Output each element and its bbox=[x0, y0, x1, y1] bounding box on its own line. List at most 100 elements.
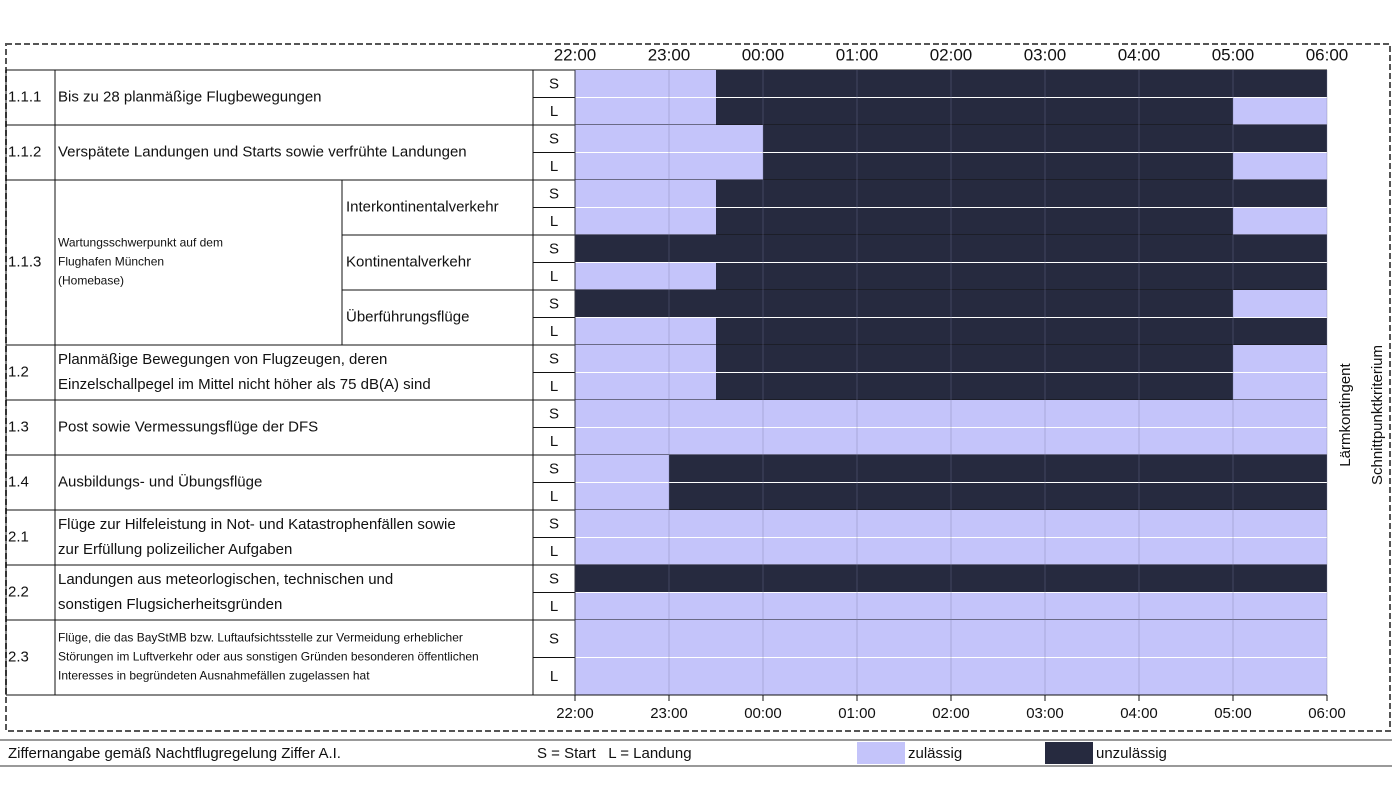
denied-bar bbox=[575, 235, 1327, 263]
row-label: Störungen im Luftverkehr oder aus sonsti… bbox=[58, 650, 479, 664]
track-name: L bbox=[550, 378, 558, 395]
x-tick-label: 02:00 bbox=[932, 705, 970, 722]
sub-label: Interkontinentalverkehr bbox=[346, 198, 499, 215]
denied-bar bbox=[716, 97, 1233, 125]
row-label: Einzelschallpegel im Mittel nicht höher … bbox=[58, 376, 431, 393]
x-tick-label: 22:00 bbox=[556, 705, 594, 722]
legend-label: zulässig bbox=[908, 745, 962, 762]
x-tick-label: 22:00 bbox=[554, 45, 597, 64]
row-code: 1.2 bbox=[8, 363, 29, 380]
x-tick-label: 00:00 bbox=[744, 705, 782, 722]
denied-bar bbox=[575, 565, 1327, 593]
row-label: Bis zu 28 planmäßige Flugbewegungen bbox=[58, 88, 322, 105]
track-name: L bbox=[550, 433, 558, 450]
row-label: Ausbildungs- und Übungsflüge bbox=[58, 472, 262, 490]
row-code: 1.4 bbox=[8, 473, 29, 490]
allowed-band bbox=[575, 592, 1327, 620]
denied-bar bbox=[763, 152, 1233, 180]
track-name: L bbox=[550, 488, 558, 505]
x-tick-label: 03:00 bbox=[1024, 45, 1067, 64]
track-name: L bbox=[550, 103, 558, 120]
row-label: Flughafen München bbox=[58, 255, 164, 269]
legend-label: unzulässig bbox=[1096, 745, 1167, 762]
track-name: L bbox=[550, 543, 558, 560]
x-tick-label: 06:00 bbox=[1306, 45, 1349, 64]
row-label: Flüge, die das BayStMB bzw. Luftaufsicht… bbox=[58, 631, 463, 645]
denied-bar bbox=[716, 180, 1327, 208]
x-tick-label: 04:00 bbox=[1120, 705, 1158, 722]
denied-bar bbox=[716, 372, 1233, 400]
track-name: L bbox=[550, 213, 558, 230]
row-label: Interesses in begründeten Ausnahmefällen… bbox=[58, 669, 370, 683]
track-name: S bbox=[549, 631, 559, 648]
x-tick-label: 01:00 bbox=[838, 705, 876, 722]
x-tick-label: 23:00 bbox=[648, 45, 691, 64]
track-name: L bbox=[550, 268, 558, 285]
track-name: L bbox=[550, 598, 558, 615]
allowed-band bbox=[575, 427, 1327, 455]
denied-bar bbox=[716, 317, 1327, 345]
x-tick-label: 02:00 bbox=[930, 45, 973, 64]
legend-swatch bbox=[1045, 742, 1093, 764]
row-code: 2.2 bbox=[8, 583, 29, 600]
row-label: Flüge zur Hilfeleistung in Not- und Kata… bbox=[58, 516, 456, 533]
track-name: S bbox=[549, 406, 559, 423]
footer-note: Ziffernangabe gemäß Nachtflugregelung Zi… bbox=[8, 745, 341, 762]
track-name: S bbox=[549, 296, 559, 313]
row-code: 1.3 bbox=[8, 418, 29, 435]
track-name: S bbox=[549, 241, 559, 258]
legend-key: S = Start L = Landung bbox=[537, 745, 692, 762]
x-tick-label: 05:00 bbox=[1214, 705, 1252, 722]
allowed-band bbox=[575, 657, 1327, 695]
row-label: zur Erfüllung polizeilicher Aufgaben bbox=[58, 541, 292, 558]
denied-bar bbox=[669, 455, 1327, 483]
sub-label: Überführungsflüge bbox=[346, 307, 469, 325]
x-tick-label: 03:00 bbox=[1026, 705, 1064, 722]
side-label: Schnittpunktkriterium bbox=[1369, 345, 1386, 485]
denied-bar bbox=[575, 290, 1233, 318]
allowed-band bbox=[575, 620, 1327, 658]
allowed-band bbox=[575, 400, 1327, 428]
track-name: S bbox=[549, 131, 559, 148]
track-name: L bbox=[550, 158, 558, 175]
x-tick-label: 01:00 bbox=[836, 45, 879, 64]
denied-bar bbox=[669, 482, 1327, 510]
row-label: Wartungsschwerpunkt auf dem bbox=[58, 236, 223, 250]
denied-bar bbox=[716, 345, 1233, 373]
x-tick-label: 05:00 bbox=[1212, 45, 1255, 64]
sub-label: Kontinentalverkehr bbox=[346, 253, 471, 270]
row-label: Landungen aus meteorlogischen, technisch… bbox=[58, 571, 393, 588]
legend-swatch bbox=[857, 742, 905, 764]
row-code: 1.1.3 bbox=[8, 253, 41, 270]
denied-bar bbox=[716, 207, 1233, 235]
row-label: Post sowie Vermessungsflüge der DFS bbox=[58, 418, 318, 435]
track-name: S bbox=[549, 516, 559, 533]
row-label: (Homebase) bbox=[58, 274, 124, 288]
track-name: S bbox=[549, 571, 559, 588]
row-code: 1.1.1 bbox=[8, 88, 41, 105]
track-name: S bbox=[549, 76, 559, 93]
side-label: Lärmkontingent bbox=[1337, 362, 1354, 466]
denied-bar bbox=[716, 262, 1327, 290]
track-name: S bbox=[549, 351, 559, 368]
row-label: sonstigen Flugsicherheitsgründen bbox=[58, 596, 282, 613]
x-tick-label: 00:00 bbox=[742, 45, 785, 64]
allowed-band bbox=[575, 537, 1327, 565]
row-code: 2.3 bbox=[8, 648, 29, 665]
track-name: S bbox=[549, 461, 559, 478]
track-name: S bbox=[549, 186, 559, 203]
x-tick-label: 06:00 bbox=[1308, 705, 1346, 722]
track-name: L bbox=[550, 668, 558, 685]
row-code: 2.1 bbox=[8, 528, 29, 545]
x-tick-label: 04:00 bbox=[1118, 45, 1161, 64]
row-label: Planmäßige Bewegungen von Flugzeugen, de… bbox=[58, 351, 387, 368]
denied-bar bbox=[763, 125, 1327, 153]
track-name: L bbox=[550, 323, 558, 340]
x-tick-label: 23:00 bbox=[650, 705, 688, 722]
row-label: Verspätete Landungen und Starts sowie ve… bbox=[58, 143, 467, 160]
allowed-band bbox=[575, 510, 1327, 538]
denied-bar bbox=[716, 70, 1327, 98]
row-code: 1.1.2 bbox=[8, 143, 41, 160]
